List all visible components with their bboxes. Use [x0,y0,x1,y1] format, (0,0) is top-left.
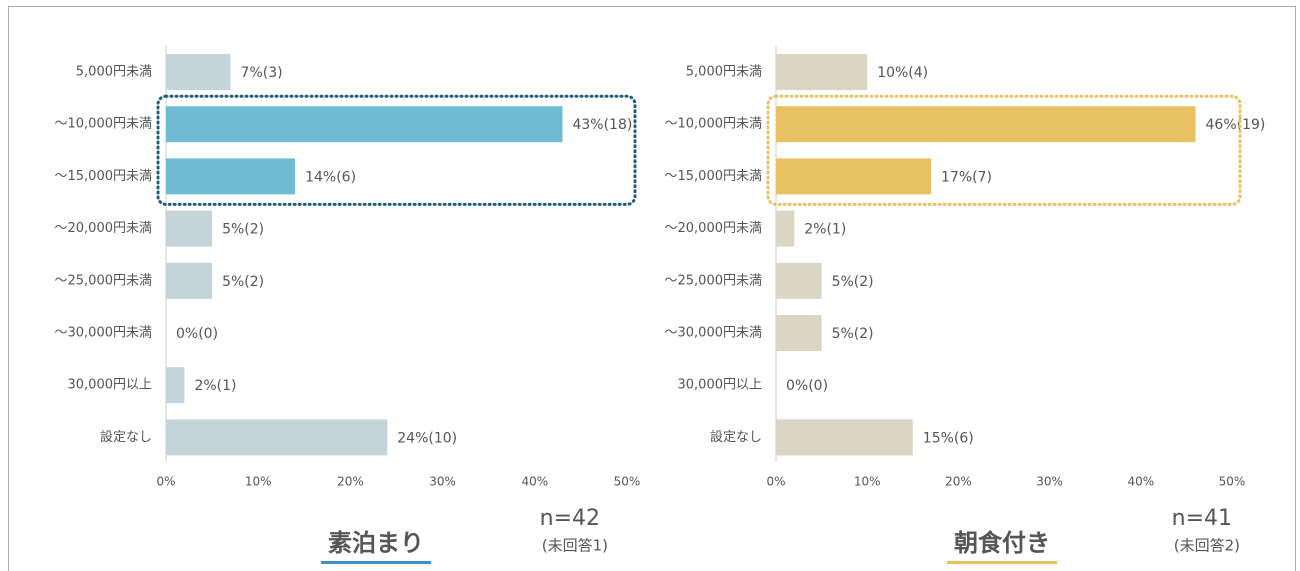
x-tick-label: 20% [337,475,364,489]
bar [776,419,913,456]
bar [776,54,868,90]
bar [776,158,932,195]
category-label: ～15,000円未満 [55,169,153,184]
x-tick-label: 10% [245,475,272,489]
value-label: 17%(7) [941,169,992,185]
note: (未回答1) [542,537,608,555]
value-label: 0%(0) [176,326,218,342]
bar [166,367,185,404]
bar [776,315,822,351]
category-label: 30,000円以上 [678,378,763,393]
value-label: 5%(2) [222,222,264,238]
category-label: ～30,000円未満 [665,326,763,341]
category-label: 5,000円未満 [76,65,152,80]
x-tick-label: 30% [1036,475,1063,489]
category-label: ～20,000円未満 [665,221,763,236]
category-label: 設定なし [100,429,152,445]
highlight-box [766,94,1242,206]
value-label: 14%(6) [305,169,356,185]
title-underline [947,561,1057,564]
value-label: 43%(18) [572,117,632,133]
value-label: 5%(2) [832,326,874,342]
bar [776,210,795,247]
bar [166,54,231,90]
x-tick-label: 50% [614,475,641,489]
x-tick-label: 10% [854,475,881,489]
value-label: 5%(2) [222,274,264,290]
bar [166,210,213,247]
bar [776,106,1196,143]
title-underline [321,561,431,564]
x-tick-label: 40% [1127,475,1154,489]
x-tick-label: 0% [766,475,785,489]
chart-title: 素泊まり [328,529,424,557]
x-tick-label: 30% [429,475,456,489]
chart-title: 朝食付き [954,529,1050,557]
category-label: 設定なし [710,429,762,445]
note: (未回答2) [1174,537,1240,555]
category-label: 30,000円以上 [68,378,153,393]
n-label: n=42 [540,506,600,531]
bar [166,158,296,195]
category-label: ～20,000円未満 [55,221,153,236]
x-tick-label: 50% [1219,475,1246,489]
value-label: 2%(1) [194,378,236,394]
x-tick-label: 20% [945,475,972,489]
category-label: ～25,000円未満 [665,273,763,288]
bar [166,106,563,143]
value-label: 2%(1) [804,222,846,238]
bar [166,262,213,299]
category-label: ～30,000円未満 [55,326,153,341]
frame [8,6,1296,571]
value-label: 46%(19) [1206,117,1266,133]
n-label: n=41 [1172,506,1232,531]
highlight-box [156,94,637,206]
category-label: ～25,000円未満 [55,273,153,288]
value-label: 7%(3) [241,65,283,81]
category-label: 5,000円未満 [686,65,762,80]
x-tick-label: 0% [156,475,175,489]
value-label: 24%(10) [397,430,457,446]
category-label: ～10,000円未満 [55,117,153,132]
category-label: ～10,000円未満 [665,117,763,132]
value-label: 15%(6) [923,430,974,446]
value-label: 10%(4) [877,65,928,81]
bar [776,262,822,299]
value-label: 0%(0) [786,378,828,394]
value-label: 5%(2) [832,274,874,290]
bar [166,419,388,456]
category-label: ～15,000円未満 [665,169,763,184]
x-tick-label: 40% [521,475,548,489]
